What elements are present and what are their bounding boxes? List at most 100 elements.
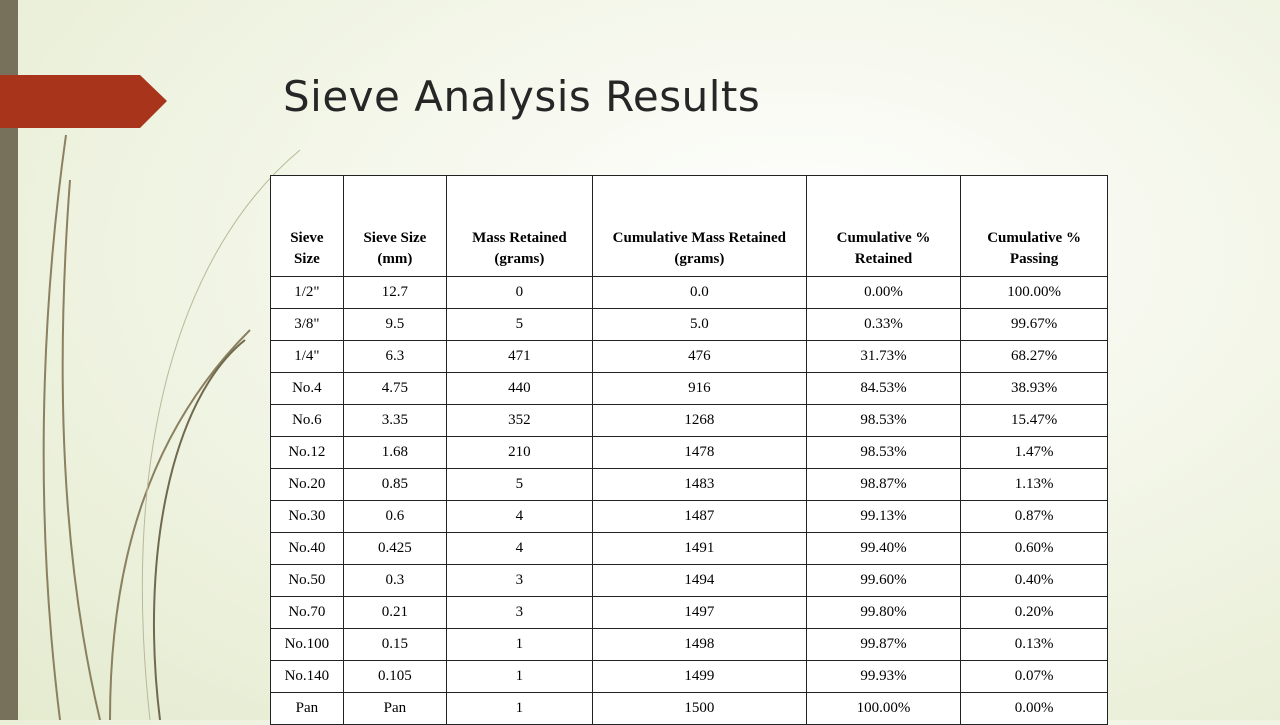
- table-cell: No.100: [270, 628, 344, 661]
- table-cell: 5.0: [591, 308, 807, 341]
- table-cell: 1494: [591, 564, 807, 597]
- table-cell: 352: [446, 404, 593, 437]
- table-cell: 1: [446, 660, 593, 693]
- decorative-curves: [42, 134, 301, 720]
- title-arrow: [0, 75, 167, 128]
- table-cell: 4.75: [342, 372, 448, 405]
- table-head: Sieve Size Sieve Size (mm) Mass Retained (…: [270, 175, 1108, 277]
- table-cell: 0.87%: [960, 500, 1108, 533]
- table-cell: No.70: [270, 596, 344, 629]
- table-cell: No.4: [270, 372, 344, 405]
- table-cell: 99.80%: [805, 596, 962, 629]
- table-cell: 0.6: [342, 500, 448, 533]
- results-table: Sieve Size Sieve Size (mm) Mass Retained (…: [270, 175, 1108, 725]
- table-cell: 0.21: [342, 596, 448, 629]
- table-cell: 0.3: [342, 564, 448, 597]
- table-cell: 12.7: [342, 276, 448, 309]
- table-cell: 15.47%: [960, 404, 1108, 437]
- table-cell: 0.85: [342, 468, 448, 501]
- table-cell: 3: [446, 596, 593, 629]
- header-row: Sieve Size Sieve Size (mm) Mass Retained (…: [270, 175, 1108, 277]
- table-cell: 1.13%: [960, 468, 1108, 501]
- table-cell: 0.0: [591, 276, 807, 309]
- table-cell: 98.53%: [805, 436, 962, 469]
- table-cell: 4: [446, 500, 593, 533]
- table-cell: 0.13%: [960, 628, 1108, 661]
- table-cell: 0.00%: [805, 276, 962, 309]
- column-header: Sieve Size: [270, 175, 344, 277]
- table-row: 3/8" 9.5 5 5.0 0.33% 99.67%: [270, 308, 1108, 341]
- table-row: No.12 1.68 210 1478 98.53% 1.47%: [270, 436, 1108, 469]
- table-row: No.140 0.105 1 1499 99.93% 0.07%: [270, 660, 1108, 693]
- table-cell: 1497: [591, 596, 807, 629]
- table-cell: 1498: [591, 628, 807, 661]
- table-cell: 6.3: [342, 340, 448, 373]
- table-cell: 3.35: [342, 404, 448, 437]
- table-cell: 0.105: [342, 660, 448, 693]
- table-cell: 476: [591, 340, 807, 373]
- table-cell: 1.47%: [960, 436, 1108, 469]
- table-cell: 0.15: [342, 628, 448, 661]
- table-cell: 0.33%: [805, 308, 962, 341]
- side-bar: [0, 0, 18, 720]
- table-cell: 99.60%: [805, 564, 962, 597]
- table-row: No.50 0.3 3 1494 99.60% 0.40%: [270, 564, 1108, 597]
- table-cell: 4: [446, 532, 593, 565]
- table-cell: 98.87%: [805, 468, 962, 501]
- table-cell: 0.425: [342, 532, 448, 565]
- table-cell: 99.67%: [960, 308, 1108, 341]
- table-cell: 5: [446, 308, 593, 341]
- table-cell: No.40: [270, 532, 344, 565]
- table-cell: 1478: [591, 436, 807, 469]
- table-cell: 0.07%: [960, 660, 1108, 693]
- table-row: No.30 0.6 4 1487 99.13% 0.87%: [270, 500, 1108, 533]
- table-row: No.70 0.21 3 1497 99.80% 0.20%: [270, 596, 1108, 629]
- table-body: 1/2" 12.7 0 0.0 0.00% 100.00% 3/8" 9.5 5 5.0 0.33%…: [270, 276, 1108, 725]
- table-cell: No.140: [270, 660, 344, 693]
- table-cell: 0: [446, 276, 593, 309]
- table-cell: 99.13%: [805, 500, 962, 533]
- table-cell: 1491: [591, 532, 807, 565]
- table-row: No.4 4.75 440 916 84.53% 38.93%: [270, 372, 1108, 405]
- table-row: No.40 0.425 4 1491 99.40% 0.60%: [270, 532, 1108, 565]
- table-cell: No.50: [270, 564, 344, 597]
- table-cell: 3/8": [270, 308, 344, 341]
- table-row: 1/2" 12.7 0 0.0 0.00% 100.00%: [270, 276, 1108, 309]
- table-cell: 68.27%: [960, 340, 1108, 373]
- table-cell: 9.5: [342, 308, 448, 341]
- table-cell: 440: [446, 372, 593, 405]
- table-cell: 99.40%: [805, 532, 962, 565]
- table-row: No.100 0.15 1 1498 99.87% 0.13%: [270, 628, 1108, 661]
- column-header: Cumulative % Passing: [960, 175, 1108, 277]
- table-cell: 0.60%: [960, 532, 1108, 565]
- table-cell: No.12: [270, 436, 344, 469]
- table-row: 1/4" 6.3 471 476 31.73% 68.27%: [270, 340, 1108, 373]
- table-cell: 5: [446, 468, 593, 501]
- table-row: No.20 0.85 5 1483 98.87% 1.13%: [270, 468, 1108, 501]
- table-cell: 31.73%: [805, 340, 962, 373]
- column-header: Mass Retained (grams): [446, 175, 593, 277]
- column-header: Cumulative Mass Retained (grams): [591, 175, 807, 277]
- table-cell: 1: [446, 628, 593, 661]
- table-cell: 1483: [591, 468, 807, 501]
- table-cell: 471: [446, 340, 593, 373]
- column-header: Cumulative % Retained: [805, 175, 962, 277]
- table-cell: No.30: [270, 500, 344, 533]
- table-cell: 38.93%: [960, 372, 1108, 405]
- table-row: No.6 3.35 352 1268 98.53% 15.47%: [270, 404, 1108, 437]
- table-cell: 1268: [591, 404, 807, 437]
- table-cell: 100.00%: [960, 276, 1108, 309]
- table-cell: 1/2": [270, 276, 344, 309]
- table-cell: No.6: [270, 404, 344, 437]
- table-cell: 210: [446, 436, 593, 469]
- table-cell: 0.40%: [960, 564, 1108, 597]
- table-cell: 3: [446, 564, 593, 597]
- table-cell: 1499: [591, 660, 807, 693]
- table-cell: 1.68: [342, 436, 448, 469]
- table-cell: 916: [591, 372, 807, 405]
- table-cell: 99.93%: [805, 660, 962, 693]
- table-cell: 98.53%: [805, 404, 962, 437]
